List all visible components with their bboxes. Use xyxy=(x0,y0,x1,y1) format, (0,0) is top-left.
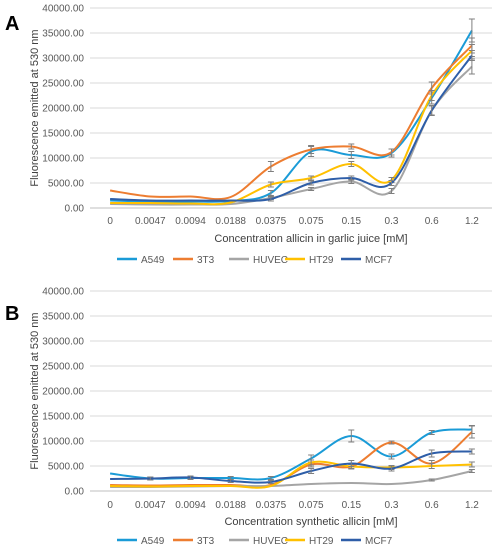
legend-label: 3T3 xyxy=(197,536,215,547)
x-tick-label: 0.6 xyxy=(425,500,439,511)
x-tick-label: 0.0047 xyxy=(135,500,166,511)
legend-label: HT29 xyxy=(309,255,334,266)
y-tick-label: 0.00 xyxy=(65,487,85,498)
x-tick-label: 0 xyxy=(107,500,113,511)
legend: A549 3T3 HUVEC HT29 MCF7 xyxy=(117,255,393,266)
x-tick-label: 0.0188 xyxy=(215,216,246,227)
series-line-ht29 xyxy=(110,49,473,206)
x-tick-label: 0.0188 xyxy=(215,500,246,511)
legend-label: HUVEC xyxy=(253,536,288,547)
x-tick-label: 1.2 xyxy=(465,500,479,511)
series-line-a549 xyxy=(110,29,473,203)
y-tick-label: 0.00 xyxy=(65,204,85,215)
x-tick-label: 0.15 xyxy=(342,500,362,511)
series-line-huvec xyxy=(110,65,473,206)
series-line-mcf7 xyxy=(110,450,472,484)
legend-label: MCF7 xyxy=(365,536,393,547)
legend-label: MCF7 xyxy=(365,255,393,266)
y-tick-label: 20000.00 xyxy=(42,104,84,115)
panel-label: A xyxy=(5,13,19,35)
x-tick-label: 0.6 xyxy=(425,216,439,227)
legend-item: HT29 xyxy=(285,536,334,547)
panel-label: B xyxy=(5,303,19,325)
y-tick-label: 25000.00 xyxy=(42,79,84,90)
legend-item: MCF7 xyxy=(341,536,393,547)
legend-label: HT29 xyxy=(309,536,334,547)
legend-item: 3T3 xyxy=(173,255,215,266)
legend-item: A549 xyxy=(117,536,165,547)
legend-item: MCF7 xyxy=(341,255,393,266)
x-tick-label: 0.0375 xyxy=(256,500,287,511)
chart-panel-b: B 0.00 5000.00 10000.00 15000.00 20000.00 2500… xyxy=(5,287,492,547)
legend-label: A549 xyxy=(141,536,165,547)
x-tick-label: 0.0094 xyxy=(175,500,206,511)
y-tick-label: 10000.00 xyxy=(42,437,84,448)
legend-item: HT29 xyxy=(285,255,334,266)
legend: A549 3T3 HUVEC HT29 MCF7 xyxy=(117,536,393,547)
y-tick-label: 25000.00 xyxy=(42,362,84,373)
x-axis-label: Concentration allicin in garlic juice [m… xyxy=(214,233,407,245)
x-tick-label: 0.3 xyxy=(385,500,399,511)
legend-label: A549 xyxy=(141,255,165,266)
y-tick-label: 35000.00 xyxy=(42,29,84,40)
legend-label: 3T3 xyxy=(197,255,215,266)
y-tick-label: 20000.00 xyxy=(42,387,84,398)
series-line-mcf7 xyxy=(110,54,473,202)
x-tick-label: 0.15 xyxy=(342,216,362,227)
y-tick-label: 5000.00 xyxy=(48,179,85,190)
y-axis-label: Fluorescence emitted at 530 nm xyxy=(29,312,41,469)
x-tick-label: 0.075 xyxy=(299,216,324,227)
x-tick-label: 0.0094 xyxy=(175,216,206,227)
x-tick-label: 0.0047 xyxy=(135,216,166,227)
legend-item: HUVEC xyxy=(229,255,288,266)
y-axis-label: Fluorescence emitted at 530 nm xyxy=(29,29,41,186)
series-line-3t3 xyxy=(109,44,473,201)
y-tick-label: 40000.00 xyxy=(42,4,84,15)
legend-item: 3T3 xyxy=(173,536,215,547)
legend-label: HUVEC xyxy=(253,255,288,266)
x-tick-label: 0.075 xyxy=(299,500,324,511)
series-line-ht29 xyxy=(110,460,472,489)
x-tick-label: 0 xyxy=(107,216,113,227)
chart-panel-a: A 0.00 5000.00 10000.00 15000.00 20000.00 2500… xyxy=(5,4,492,266)
x-tick-label: 0.3 xyxy=(385,216,399,227)
y-tick-label: 35000.00 xyxy=(42,312,84,323)
y-tick-label: 10000.00 xyxy=(42,154,84,165)
series-line-a549 xyxy=(109,428,472,481)
legend-item: HUVEC xyxy=(229,536,288,547)
x-tick-label: 0.0375 xyxy=(256,216,287,227)
y-tick-label: 30000.00 xyxy=(42,54,84,65)
y-tick-label: 5000.00 xyxy=(48,462,85,473)
x-axis-label: Concentration synthetic allicin [mM] xyxy=(224,516,397,528)
y-tick-label: 40000.00 xyxy=(42,287,84,298)
y-tick-label: 15000.00 xyxy=(42,412,84,423)
y-tick-label: 30000.00 xyxy=(42,337,84,348)
x-tick-label: 1.2 xyxy=(465,216,479,227)
legend-item: A549 xyxy=(117,255,165,266)
y-tick-label: 15000.00 xyxy=(42,129,84,140)
